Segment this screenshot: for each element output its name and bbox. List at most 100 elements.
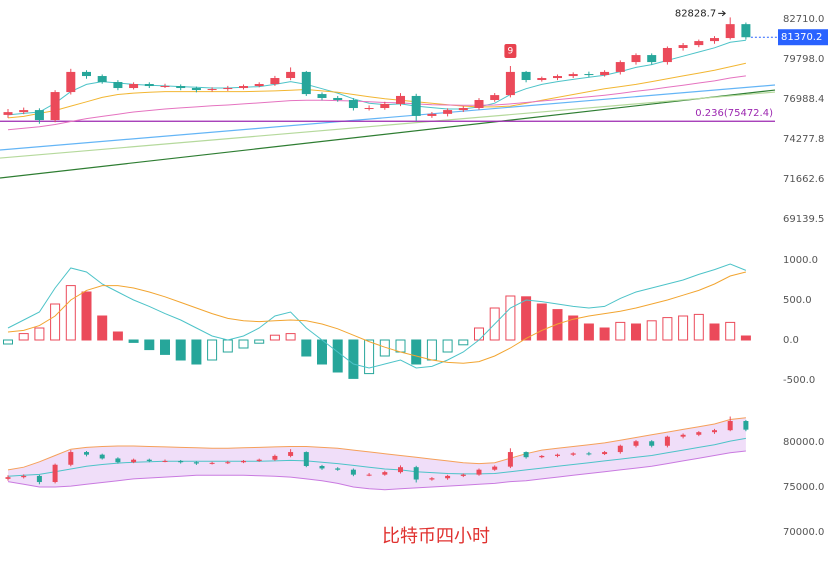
candle-body — [82, 71, 91, 77]
candle-body — [52, 464, 58, 483]
band-fill — [8, 417, 746, 490]
y-tick-label: 500.0 — [783, 295, 812, 306]
macd-bar — [50, 303, 61, 341]
macd-bar — [631, 323, 641, 341]
candle-body — [586, 453, 592, 455]
macd-bar — [474, 327, 484, 341]
candle-body — [617, 445, 623, 453]
candle-body — [460, 474, 466, 476]
candle-body — [113, 82, 123, 89]
candle-body — [521, 71, 531, 81]
candle-body — [241, 460, 246, 463]
candle-body — [694, 41, 704, 46]
macd-bar — [332, 339, 343, 373]
candle-body — [382, 472, 388, 475]
candle-body — [649, 441, 655, 446]
candle-body — [633, 441, 639, 446]
candle-body — [115, 458, 121, 463]
macd-bar — [552, 309, 563, 341]
candle-body — [411, 95, 421, 116]
macd-bar — [175, 339, 186, 361]
candle-body — [160, 86, 170, 88]
candle-body — [68, 452, 74, 465]
high-arrow — [718, 10, 726, 17]
bollinger-line — [7, 417, 746, 471]
candle-body — [272, 455, 278, 460]
candle-body — [146, 459, 152, 461]
macd-bar — [81, 291, 92, 341]
macd-bar — [725, 321, 736, 341]
macd-bar — [348, 339, 359, 379]
y-tick-label: 74277.8 — [783, 134, 824, 145]
macd-bar — [709, 323, 720, 341]
candle-body — [631, 55, 641, 63]
moving-average — [7, 62, 747, 119]
macd-bar — [646, 320, 657, 341]
candle-body — [712, 430, 717, 433]
candle-body — [36, 475, 42, 483]
trend-line — [0, 89, 776, 179]
candle-body — [129, 84, 139, 89]
caption: 比特币四小时 — [382, 526, 490, 547]
macd-bar — [740, 335, 751, 341]
candle-body — [537, 78, 547, 81]
candle-body — [256, 459, 262, 461]
candle-body — [366, 474, 372, 476]
bollinger-line — [7, 450, 746, 491]
y-tick-label: 1000.0 — [783, 255, 818, 266]
y-tick-label: -500.0 — [783, 375, 815, 386]
trend-line — [0, 84, 776, 151]
macd-line — [7, 271, 747, 364]
candle-body — [662, 47, 672, 63]
macd-bar — [112, 331, 123, 341]
macd-bar — [254, 339, 265, 344]
candle-body — [443, 110, 453, 114]
candle-body — [223, 88, 233, 90]
candle-body — [664, 436, 670, 446]
candle-body — [84, 452, 89, 455]
candle-body — [380, 103, 390, 109]
candle-body — [348, 100, 358, 109]
candle-body — [191, 88, 201, 91]
candle-body — [301, 71, 311, 95]
macd-bar — [128, 339, 139, 343]
candle-body — [492, 466, 498, 470]
macd-bar — [34, 327, 45, 341]
candle-body — [445, 475, 451, 479]
fib-label: 0.236(75472.4) — [695, 108, 773, 119]
candle-body — [99, 454, 105, 459]
macd-bar — [411, 339, 422, 365]
candle-body — [570, 453, 576, 455]
y-tick-label: 71662.6 — [783, 174, 824, 185]
macd-bar — [568, 315, 579, 341]
macd-bar — [97, 315, 108, 341]
macd-bar — [65, 285, 76, 341]
macd-bar — [18, 333, 29, 341]
macd-bar — [693, 313, 704, 341]
macd-bar — [379, 339, 390, 357]
candle-body — [176, 86, 186, 89]
candle-body — [333, 97, 343, 101]
candle-body — [209, 462, 215, 464]
candle-body — [725, 24, 735, 39]
y-tick-label: 80000.0 — [783, 437, 824, 448]
candle-body — [741, 24, 751, 38]
candle-body — [34, 110, 44, 121]
candle-body — [427, 113, 437, 116]
candle-body — [476, 469, 482, 475]
candle-body — [239, 86, 248, 89]
candle-body — [350, 469, 356, 475]
macd-bar — [458, 339, 469, 346]
candle-body — [505, 71, 515, 96]
y-tick-label: 82710.0 — [783, 14, 824, 25]
y-tick-label: 76988.4 — [783, 94, 824, 105]
candle-body — [429, 478, 435, 480]
macd-bar — [583, 323, 594, 341]
candle-body — [413, 467, 419, 480]
candle-body — [144, 84, 154, 87]
candle-body — [66, 71, 76, 93]
macd-bar — [191, 339, 202, 365]
candle-body — [5, 477, 11, 479]
macd-bar — [285, 333, 296, 341]
macd-bar — [364, 339, 375, 375]
